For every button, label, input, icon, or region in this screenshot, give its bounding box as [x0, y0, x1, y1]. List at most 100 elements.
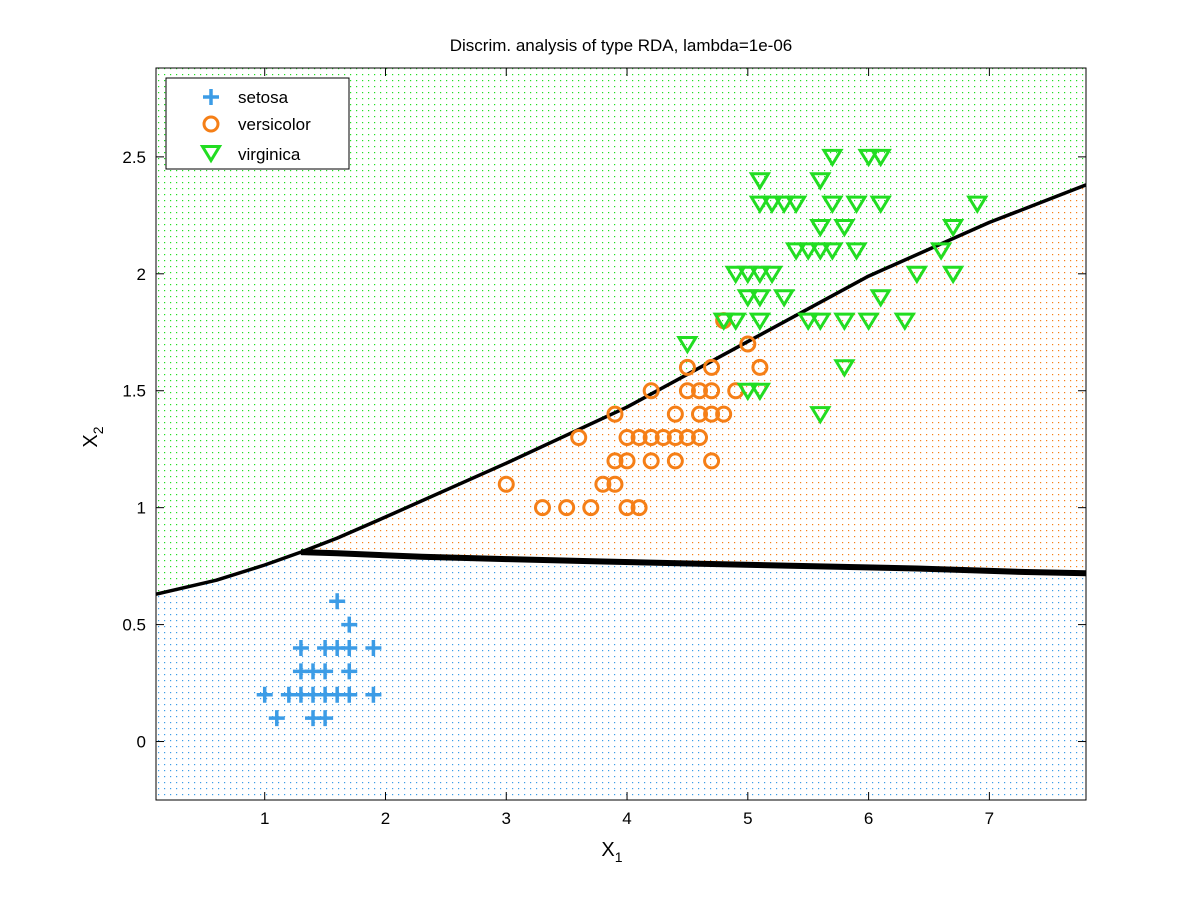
- y-tick-label: 2.5: [122, 148, 146, 167]
- point-virginica: [809, 406, 832, 425]
- point-setosa: [365, 639, 382, 656]
- point-versicolor: [618, 429, 636, 447]
- point-virginica: [941, 219, 965, 238]
- point-versicolor: [570, 429, 588, 447]
- point-setosa: [317, 663, 334, 680]
- boundary-line-2: [300, 549, 1087, 577]
- series-setosa: [256, 593, 382, 727]
- point-virginica: [676, 336, 699, 355]
- point-versicolor: [654, 429, 672, 447]
- region-setosa: [156, 552, 1086, 800]
- point-versicolor: [497, 475, 515, 493]
- point-versicolor: [630, 499, 648, 517]
- x-axis-label-sub: 1: [615, 849, 623, 865]
- point-virginica: [809, 219, 832, 238]
- point-versicolor: [618, 499, 636, 517]
- series-versicolor: [497, 312, 769, 517]
- point-versicolor: [666, 429, 684, 447]
- decision-regions: [156, 68, 1086, 800]
- point-virginica: [760, 195, 784, 214]
- region-versicolor: [300, 184, 1086, 574]
- point-versicolor: [642, 452, 660, 470]
- point-virginica: [869, 148, 892, 168]
- chart-title: Discrim. analysis of type RDA, lambda=1e…: [450, 36, 793, 55]
- legend-box: [165, 77, 350, 170]
- point-virginica: [929, 242, 953, 261]
- y-axis-label: X2: [80, 426, 106, 447]
- point-virginica: [748, 172, 772, 191]
- data-points: [256, 148, 989, 727]
- point-versicolor: [703, 358, 721, 376]
- boundary-line-1: [155, 183, 1087, 596]
- decision-boundaries: [155, 183, 1087, 596]
- point-virginica: [821, 148, 844, 168]
- point-setosa: [268, 710, 285, 727]
- x-tick-label: 3: [502, 809, 511, 828]
- point-virginica: [905, 265, 929, 285]
- legend-markers: [199, 89, 223, 164]
- point-versicolor: [678, 429, 696, 447]
- point-versicolor: [606, 452, 624, 470]
- point-virginica: [784, 195, 808, 214]
- point-setosa: [341, 663, 358, 680]
- point-virginica: [833, 359, 856, 378]
- point-setosa: [317, 710, 334, 727]
- point-versicolor: [642, 382, 660, 400]
- series-virginica: [676, 148, 989, 425]
- point-virginica: [833, 312, 856, 331]
- point-virginica: [736, 382, 759, 402]
- point-setosa: [341, 616, 358, 633]
- point-versicolor: [666, 405, 684, 423]
- point-versicolor: [606, 475, 624, 493]
- point-setosa: [341, 686, 358, 703]
- point-virginica: [869, 289, 892, 308]
- legend-label-virginica: virginica: [238, 145, 301, 164]
- y-tick-label: 0.5: [122, 616, 146, 635]
- point-virginica: [893, 312, 916, 331]
- point-versicolor: [642, 429, 660, 447]
- point-virginica: [857, 312, 880, 331]
- x-tick-label: 4: [622, 809, 631, 828]
- axis-ticks: 1 2 3 4 5 6 7 0 0.5 1 1.5 2 2.5: [122, 68, 1086, 828]
- plot-area: [155, 67, 1087, 801]
- x-tick-label: 6: [864, 809, 873, 828]
- point-virginica: [809, 312, 832, 331]
- point-setosa: [256, 686, 273, 703]
- point-virginica: [748, 195, 772, 214]
- point-virginica: [748, 312, 772, 331]
- plot-frame: [155, 67, 1087, 801]
- point-versicolor: [691, 382, 709, 400]
- point-virginica: [797, 242, 820, 261]
- point-setosa: [292, 639, 309, 656]
- x-tick-label: 5: [743, 809, 752, 828]
- point-virginica: [857, 148, 880, 168]
- point-virginica: [784, 242, 808, 261]
- point-virginica: [797, 312, 820, 331]
- point-versicolor: [703, 452, 721, 470]
- point-versicolor: [691, 405, 709, 423]
- y-axis-label-main: X: [80, 434, 102, 447]
- point-setosa: [365, 686, 382, 703]
- legend-label-versicolor: versicolor: [238, 115, 311, 134]
- y-tick-label: 0: [137, 733, 146, 752]
- x-tick-label: 2: [381, 809, 390, 828]
- legend-label-setosa: setosa: [238, 88, 289, 107]
- legend: setosa versicolor virginica: [165, 77, 350, 170]
- point-versicolor: [703, 405, 721, 423]
- point-versicolor: [630, 429, 648, 447]
- x-axis-label-main: X: [601, 839, 614, 861]
- point-virginica: [845, 242, 868, 261]
- point-versicolor: [678, 358, 696, 376]
- point-virginica: [809, 172, 832, 191]
- point-virginica: [748, 289, 772, 308]
- point-virginica: [845, 195, 868, 214]
- y-tick-label: 2: [137, 265, 146, 284]
- point-virginica: [712, 312, 735, 331]
- point-virginica: [736, 265, 759, 285]
- point-versicolor: [558, 499, 576, 517]
- point-virginica: [869, 195, 892, 214]
- x-axis-label: X1: [601, 839, 622, 865]
- point-virginica: [941, 265, 965, 285]
- point-virginica: [736, 289, 759, 308]
